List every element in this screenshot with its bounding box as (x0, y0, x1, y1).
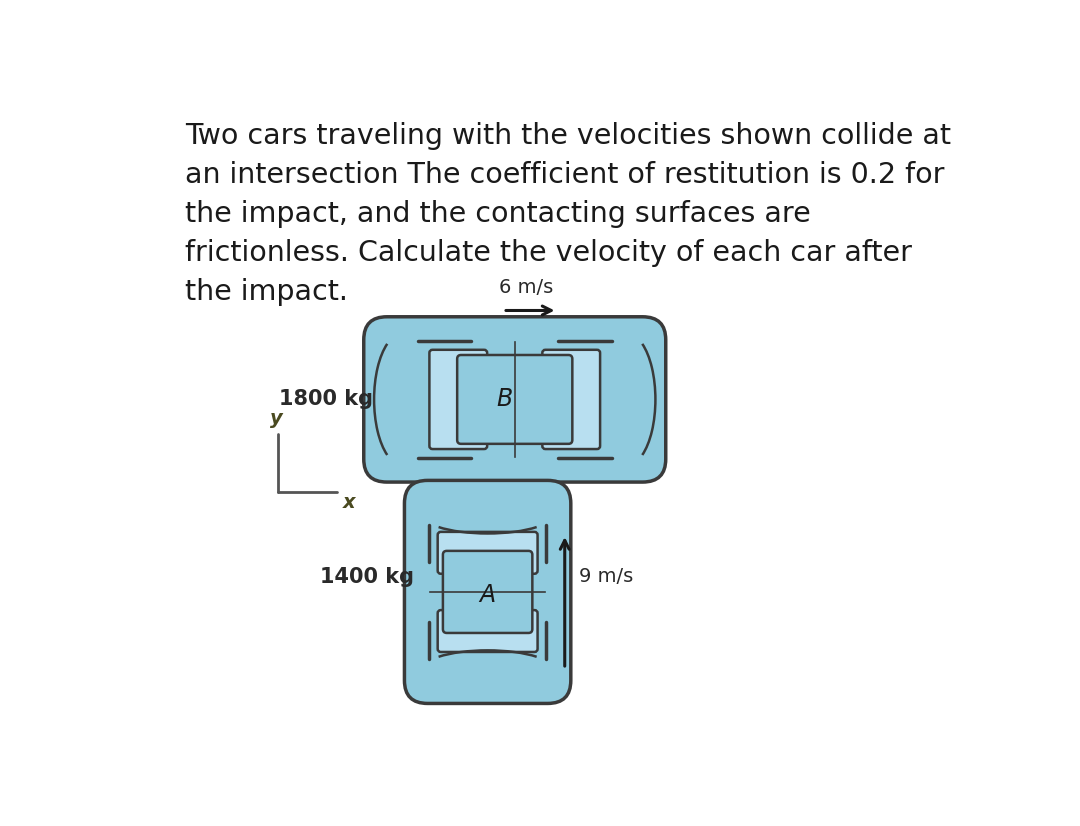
FancyBboxPatch shape (457, 355, 572, 444)
Text: B: B (497, 387, 513, 411)
Text: 9 m/s: 9 m/s (579, 567, 633, 586)
FancyBboxPatch shape (364, 316, 665, 482)
Text: 1800 kg: 1800 kg (279, 389, 373, 410)
FancyBboxPatch shape (443, 551, 532, 633)
Text: Two cars traveling with the velocities shown collide at
an intersection The coef: Two cars traveling with the velocities s… (186, 122, 951, 306)
Text: x: x (342, 493, 355, 512)
Text: y: y (270, 409, 283, 428)
Text: 1400 kg: 1400 kg (320, 567, 414, 586)
FancyBboxPatch shape (542, 349, 600, 449)
FancyBboxPatch shape (437, 610, 538, 652)
FancyBboxPatch shape (430, 349, 487, 449)
FancyBboxPatch shape (437, 532, 538, 574)
FancyBboxPatch shape (404, 481, 571, 704)
Text: 6 m/s: 6 m/s (499, 278, 554, 297)
Text: A: A (480, 583, 496, 607)
